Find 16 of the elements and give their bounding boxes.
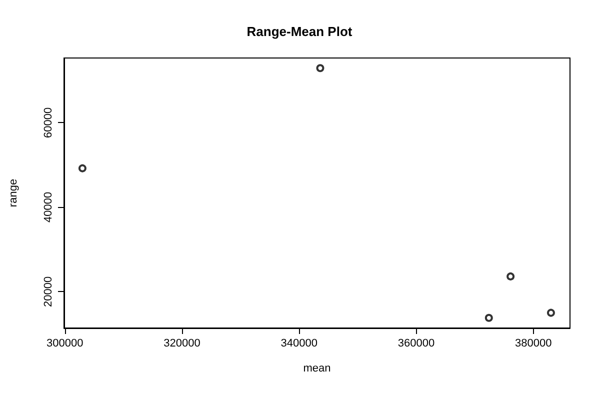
x-axis-title: mean: [303, 362, 331, 374]
x-tick-label: 300000: [46, 338, 84, 350]
chart-title: Range-Mean Plot: [246, 24, 353, 39]
point: [546, 308, 555, 317]
x-tick-label: 340000: [280, 338, 318, 350]
x-tick-label: 360000: [398, 338, 435, 350]
y-tick-label: 60000: [42, 107, 54, 138]
y-axis-title: range: [8, 178, 20, 208]
point: [316, 64, 324, 72]
y-tick-label: 40000: [42, 192, 54, 222]
x-tick-label: 320000: [164, 338, 200, 350]
point: [78, 164, 86, 172]
x-tick-label: 380000: [515, 338, 552, 350]
point: [506, 272, 515, 280]
y-tick-label: 20000: [42, 276, 54, 307]
point: [484, 314, 493, 322]
